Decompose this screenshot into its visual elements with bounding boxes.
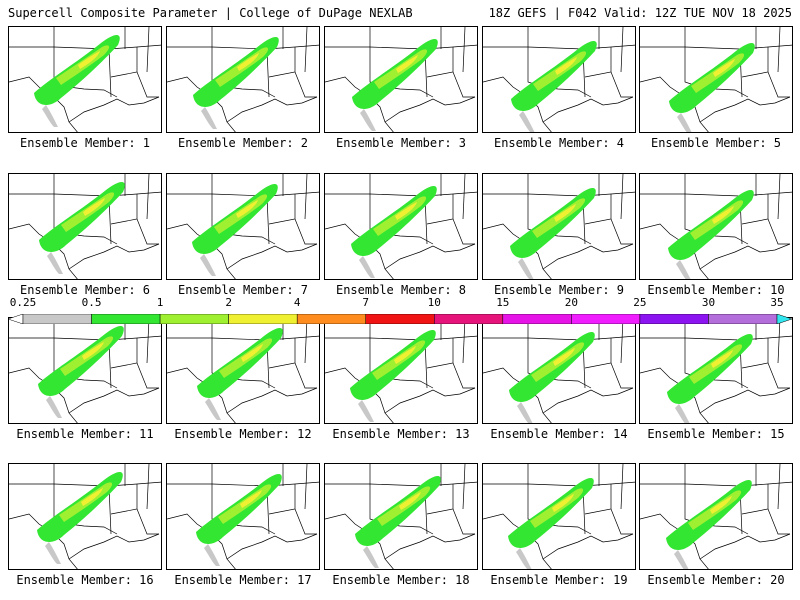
ensemble-member-label: Ensemble Member: 18 — [332, 573, 470, 587]
colorbar-segment — [434, 313, 504, 325]
ensemble-member-label: Ensemble Member: 11 — [16, 427, 154, 441]
chart-title-right: 18Z GEFS | F042 Valid: 12Z TUE NOV 18 20… — [488, 6, 792, 20]
ensemble-member-label: Ensemble Member: 16 — [16, 573, 154, 587]
ensemble-map-4 — [482, 26, 636, 133]
ensemble-map-13 — [324, 317, 478, 424]
ensemble-member-label: Ensemble Member: 12 — [174, 427, 312, 441]
colorbar-tick-label: 10 — [427, 296, 441, 309]
colorbar-segment — [159, 313, 229, 325]
colorbar-segment — [571, 313, 641, 325]
ensemble-map-20 — [639, 463, 793, 570]
colorbar — [7, 309, 793, 325]
ensemble-member-label: Ensemble Member: 10 — [647, 283, 785, 297]
ensemble-member-label: Ensemble Member: 8 — [335, 283, 467, 297]
ensemble-member-label: Ensemble Member: 9 — [493, 283, 625, 297]
colorbar-arrow-left — [7, 313, 24, 325]
ensemble-map-11 — [8, 317, 162, 424]
ensemble-map-14 — [482, 317, 636, 424]
ensemble-map-5 — [639, 26, 793, 133]
colorbar-arrow-right — [776, 313, 793, 325]
ensemble-member-label: Ensemble Member: 7 — [177, 283, 309, 297]
colorbar-tick-label: 7 — [362, 296, 370, 309]
colorbar-tick-label: 25 — [633, 296, 647, 309]
ensemble-map-17 — [166, 463, 320, 570]
chart-title-left: Supercell Composite Parameter | College … — [8, 6, 413, 20]
ensemble-map-6 — [8, 173, 162, 280]
colorbar-tick-label: 35 — [770, 296, 784, 309]
colorbar-tick-label: 4 — [293, 296, 301, 309]
ensemble-map-7 — [166, 173, 320, 280]
colorbar-tick-label: 0.25 — [9, 296, 37, 309]
ensemble-member-label: Ensemble Member: 3 — [335, 136, 467, 150]
ensemble-map-12 — [166, 317, 320, 424]
ensemble-map-9 — [482, 173, 636, 280]
ensemble-member-label: Ensemble Member: 2 — [177, 136, 309, 150]
colorbar-tick-label: 0.5 — [81, 296, 102, 309]
colorbar-segment — [296, 313, 366, 325]
ensemble-member-label: Ensemble Member: 14 — [490, 427, 628, 441]
colorbar-segment — [708, 313, 778, 325]
colorbar-tick-label: 15 — [496, 296, 510, 309]
ensemble-member-label: Ensemble Member: 15 — [647, 427, 785, 441]
ensemble-map-16 — [8, 463, 162, 570]
colorbar-tick-label: 1 — [156, 296, 164, 309]
colorbar-svg — [7, 313, 793, 325]
ensemble-map-2 — [166, 26, 320, 133]
ensemble-member-label: Ensemble Member: 6 — [19, 283, 151, 297]
colorbar-segment — [22, 313, 92, 325]
ensemble-member-label: Ensemble Member: 13 — [332, 427, 470, 441]
colorbar-segment — [502, 313, 572, 325]
colorbar-segment — [91, 313, 161, 325]
ensemble-map-3 — [324, 26, 478, 133]
colorbar-segment — [365, 313, 435, 325]
colorbar-segment — [228, 313, 298, 325]
ensemble-member-label: Ensemble Member: 19 — [490, 573, 628, 587]
colorbar-tick-label: 30 — [701, 296, 716, 309]
ensemble-member-label: Ensemble Member: 5 — [650, 136, 782, 150]
colorbar-tick-label: 20 — [564, 296, 578, 309]
ensemble-map-19 — [482, 463, 636, 570]
ensemble-member-label: Ensemble Member: 17 — [174, 573, 312, 587]
ensemble-member-label: Ensemble Member: 20 — [647, 573, 785, 587]
ensemble-member-label: Ensemble Member: 4 — [493, 136, 625, 150]
ensemble-map-15 — [639, 317, 793, 424]
ensemble-map-18 — [324, 463, 478, 570]
colorbar-segment — [639, 313, 709, 325]
ensemble-member-label: Ensemble Member: 1 — [19, 136, 151, 150]
colorbar-tick-label: 2 — [225, 296, 232, 309]
ensemble-map-1 — [8, 26, 162, 133]
ensemble-map-10 — [639, 173, 793, 280]
ensemble-map-8 — [324, 173, 478, 280]
